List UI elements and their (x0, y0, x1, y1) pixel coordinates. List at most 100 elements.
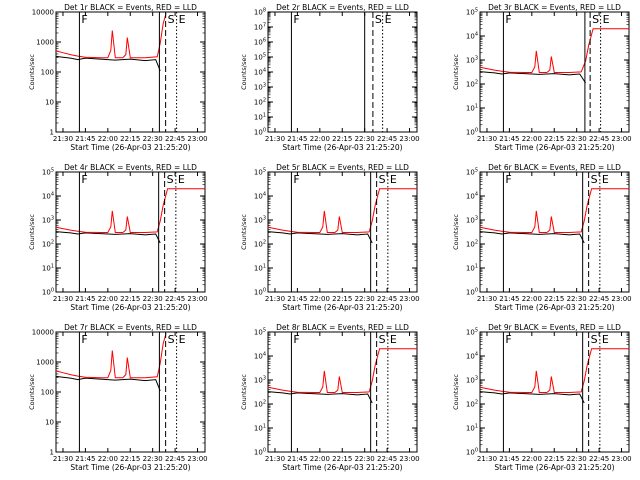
y-tick-label: 102 (254, 98, 266, 107)
marker-label: S (375, 13, 382, 26)
marker-label: F (81, 13, 87, 26)
marker-label: F (505, 13, 511, 26)
x-tick-label: 21:30 (265, 295, 285, 303)
x-tick-label: 21:45 (75, 295, 95, 303)
plot-frame (55, 11, 206, 133)
x-axis-label: Start Time (26-Apr-03 21:25:20) (70, 463, 190, 472)
marker-label: S (592, 13, 599, 26)
series-line-black (56, 375, 161, 391)
marker-label: E (385, 13, 392, 26)
marker-label: S (591, 173, 598, 186)
y-tick-label: 105 (254, 328, 266, 337)
y-tick-label: 104 (254, 192, 266, 201)
chart-title: Det 9r BLACK = Events, RED = LLD (488, 323, 621, 332)
x-axis-label: Start Time (26-Apr-03 21:25:20) (70, 143, 190, 152)
x-tick-label: 22:15 (332, 455, 352, 463)
x-tick-label: 22:15 (544, 455, 564, 463)
chart-panel-7: Det 7r BLACK = Events, RED = LLD 1 10 100 10… (28, 323, 208, 472)
series-line-red (480, 188, 629, 233)
plot-frame (267, 11, 418, 133)
x-tick-label: 22:00 (98, 135, 118, 143)
x-tick-label: 22:15 (120, 295, 140, 303)
chart-title: Det 5r BLACK = Events, RED = LLD (276, 163, 409, 172)
x-tick-label: 22:30 (143, 455, 163, 463)
y-tick-label: 10000 (32, 329, 54, 337)
series-line-red (480, 348, 629, 393)
y-tick-label: 100 (254, 288, 266, 297)
y-tick-label: 103 (254, 83, 266, 92)
series-line-black (480, 71, 587, 84)
y-tick-label: 105 (466, 8, 478, 17)
y-tick-label: 104 (42, 192, 54, 201)
y-tick-label: 10000 (32, 9, 54, 17)
x-tick-label: 21:30 (477, 295, 497, 303)
series-line-black (480, 391, 585, 404)
y-tick-label: 104 (466, 32, 478, 41)
marker-label: E (602, 173, 609, 186)
marker-label: S (168, 13, 175, 26)
x-tick-label: 23:00 (399, 455, 419, 463)
x-axis-label: Start Time (26-Apr-03 21:25:20) (494, 303, 614, 312)
chart-title: Det 8r BLACK = Events, RED = LLD (276, 323, 409, 332)
y-tick-label: 104 (254, 352, 266, 361)
x-axis-label: Start Time (26-Apr-03 21:25:20) (494, 143, 614, 152)
x-tick-label: 21:30 (53, 455, 73, 463)
x-tick-label: 22:45 (377, 295, 397, 303)
y-tick-label: 1 (50, 129, 54, 137)
y-axis-label: Counts/sec (240, 374, 248, 410)
marker-label: E (179, 333, 186, 346)
chart-title: Det 6r BLACK = Events, RED = LLD (488, 163, 621, 172)
chart-panel-5: Det 5r BLACK = Events, RED = LLD 100 101 10… (240, 163, 420, 312)
x-tick-label: 21:45 (75, 455, 95, 463)
x-tick-label: 22:30 (143, 135, 163, 143)
x-tick-label: 22:30 (567, 135, 587, 143)
y-tick-label: 105 (42, 168, 54, 177)
x-tick-label: 21:30 (53, 135, 73, 143)
y-tick-label: 107 (254, 23, 266, 32)
chart-title: Det 2r BLACK = Events, RED = LLD (276, 3, 409, 12)
y-tick-label: 101 (254, 264, 266, 273)
series-line-black (56, 55, 161, 71)
y-tick-label: 103 (254, 216, 266, 225)
x-tick-label: 22:45 (589, 295, 609, 303)
series-line-red (268, 348, 417, 393)
x-tick-label: 22:45 (589, 135, 609, 143)
y-tick-label: 103 (42, 216, 54, 225)
x-tick-label: 22:45 (589, 455, 609, 463)
marker-label: S (167, 173, 174, 186)
y-tick-label: 105 (254, 53, 266, 62)
y-tick-label: 101 (42, 264, 54, 273)
x-axis-label: Start Time (26-Apr-03 21:25:20) (282, 303, 402, 312)
marker-label: E (603, 13, 610, 26)
x-tick-label: 22:30 (355, 135, 375, 143)
x-tick-label: 22:45 (165, 455, 185, 463)
x-tick-label: 22:00 (98, 295, 118, 303)
marker-label: F (81, 333, 87, 346)
x-tick-label: 22:15 (332, 135, 352, 143)
x-axis-label: Start Time (26-Apr-03 21:25:20) (494, 463, 614, 472)
x-axis-label: Start Time (26-Apr-03 21:25:20) (282, 143, 402, 152)
x-tick-label: 21:45 (287, 135, 307, 143)
marker-label: F (293, 13, 299, 26)
x-axis-label: Start Time (26-Apr-03 21:25:20) (282, 463, 402, 472)
chart-panel-2: Det 2r BLACK = Events, RED = LLD 100 101 10… (240, 3, 420, 152)
series-line-red (56, 188, 205, 233)
marker-label: E (390, 333, 397, 346)
x-tick-label: 21:30 (53, 295, 73, 303)
y-axis-label: Counts/sec (240, 214, 248, 250)
y-axis-label: Counts/sec (452, 214, 460, 250)
marker-label: E (602, 333, 609, 346)
y-tick-label: 102 (42, 240, 54, 249)
series-line-red (480, 28, 629, 73)
y-tick-label: 102 (466, 400, 478, 409)
y-tick-label: 102 (466, 80, 478, 89)
marker-label: S (379, 173, 386, 186)
plot-frame (55, 331, 206, 453)
chart-panel-9: Det 9r BLACK = Events, RED = LLD 100 101 10… (452, 323, 632, 472)
y-tick-label: 1 (50, 449, 54, 457)
x-tick-label: 23:00 (187, 295, 207, 303)
chart-panel-3: Det 3r BLACK = Events, RED = LLD 100 101 10… (452, 3, 632, 152)
y-tick-label: 105 (254, 168, 266, 177)
x-tick-label: 21:45 (287, 295, 307, 303)
y-tick-label: 10 (45, 99, 54, 107)
